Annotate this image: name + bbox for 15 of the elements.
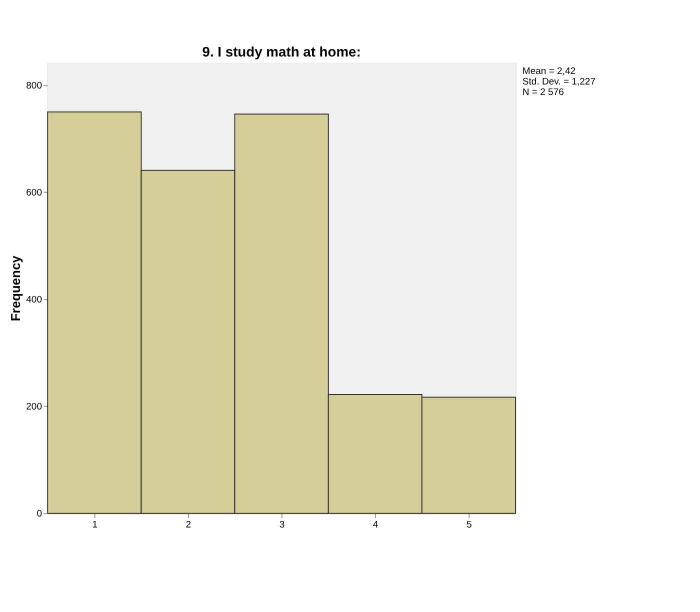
- text: Mean = 2,42: [522, 66, 576, 78]
- y-tick-label: 0: [36, 508, 42, 520]
- x-tick-label: 1: [92, 520, 98, 531]
- x-tick-label: 4: [372, 520, 379, 531]
- y-tick-label: 800: [26, 80, 42, 92]
- y-tick-label: 200: [26, 401, 42, 412]
- y-tick-label: 400: [26, 294, 42, 306]
- y-tick-label: 600: [26, 187, 42, 198]
- y-axis-title: Frequency: [8, 254, 24, 322]
- chart-title: 9. I study math at home:: [202, 44, 361, 60]
- text: N = 2 576: [522, 86, 564, 98]
- x-tick-label: 2: [186, 520, 192, 531]
- x-tick-label: 5: [466, 520, 472, 531]
- text: Std. Dev. = 1,227: [522, 76, 596, 88]
- x-tick-label: 3: [279, 520, 285, 531]
